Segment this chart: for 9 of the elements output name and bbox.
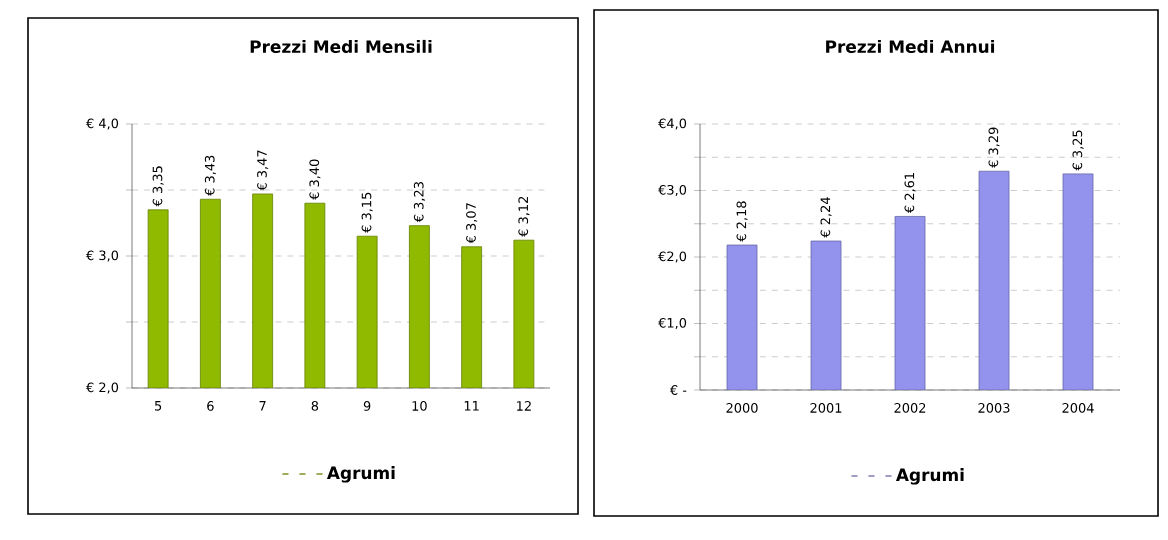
- bar: [894, 216, 926, 390]
- bar: [978, 170, 1010, 390]
- bar: [810, 240, 842, 390]
- chart-title: Prezzi Medi Annui: [826, 39, 995, 54]
- text: Agrumi: [326, 466, 395, 483]
- chart-title: Prezzi Medi Mensili: [250, 39, 432, 54]
- bar: [1062, 173, 1094, 390]
- bar: [726, 244, 758, 390]
- text: Agrumi: [895, 468, 964, 485]
